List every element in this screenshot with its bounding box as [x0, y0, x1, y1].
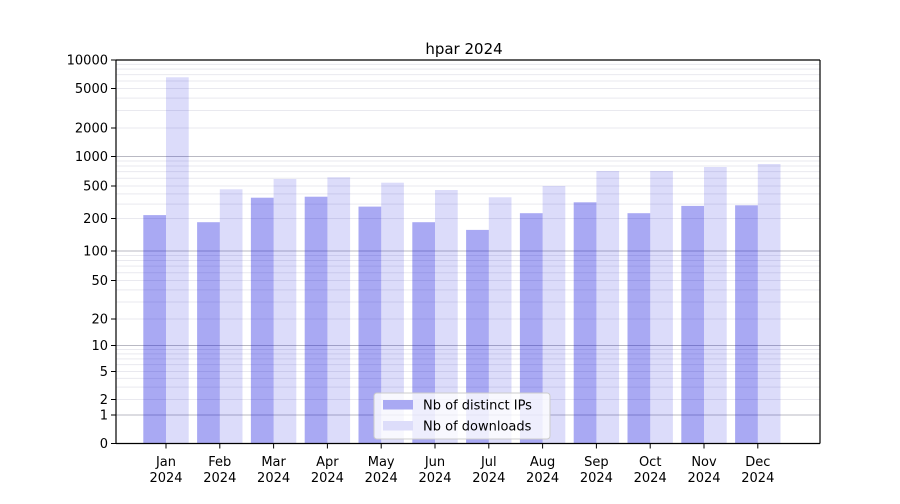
x-tick-label-year: 2024: [418, 471, 451, 486]
bar-downloads-mar: [273, 179, 297, 444]
bar-downloads-jan: [166, 77, 189, 444]
bar-downloads-dec: [757, 164, 781, 444]
x-tick-label-month: Mar: [261, 455, 286, 470]
y-tick-label: 0: [100, 437, 108, 452]
bar-downloads-nov: [704, 167, 727, 444]
bar-downloads-jul: [488, 197, 512, 444]
x-tick-label-year: 2024: [472, 471, 505, 486]
x-tick-label-year: 2024: [311, 471, 344, 486]
y-tick-label: 5: [100, 365, 108, 380]
bar-distinct-ips-nov: [681, 205, 704, 444]
y-tick-label: 10: [91, 339, 108, 354]
x-tick-label-year: 2024: [741, 471, 774, 486]
bar-distinct-ips-dec: [735, 205, 758, 444]
x-tick-label-year: 2024: [526, 471, 559, 486]
bar-downloads-feb: [219, 189, 243, 444]
x-tick-label-month: Aug: [530, 455, 555, 470]
bar-downloads-jun: [435, 190, 458, 444]
x-tick-label-month: Nov: [691, 455, 717, 470]
y-tick-label: 1000: [75, 150, 108, 165]
y-tick-label: 50: [91, 274, 108, 289]
x-tick-label-month: Sep: [584, 455, 609, 470]
legend-swatch-distinct-ips: [383, 400, 413, 410]
y-tick-label: 100: [83, 245, 108, 260]
bar-distinct-ips-sep: [573, 202, 597, 444]
legend-label-distinct-ips: Nb of distinct IPs: [423, 399, 532, 414]
y-tick-label: 5000: [75, 82, 108, 97]
bar-distinct-ips-aug: [519, 213, 543, 444]
bar-downloads-may: [381, 182, 404, 444]
bar-distinct-ips-mar: [250, 197, 274, 444]
y-tick-label: 2000: [75, 122, 108, 137]
bar-downloads-oct: [650, 171, 673, 444]
legend-label-downloads: Nb of downloads: [423, 420, 532, 435]
x-tick-label-month: Dec: [745, 455, 770, 470]
y-tick-label: 20: [91, 313, 108, 328]
chart-title: hpar 2024: [425, 40, 502, 58]
axes: [111, 59, 821, 449]
x-tick-label-year: 2024: [365, 471, 398, 486]
bar-distinct-ips-apr: [304, 196, 328, 444]
y-tick-label: 1: [100, 409, 108, 424]
bars: [143, 77, 781, 444]
bar-downloads-aug: [542, 186, 566, 444]
axis-tick-labels: 012510205010020050010002000500010000Jan2…: [67, 54, 775, 487]
bar-distinct-ips-jan: [143, 215, 166, 444]
x-tick-label-month: Jul: [480, 455, 497, 470]
y-tick-label: 200: [83, 212, 108, 227]
bar-distinct-ips-may: [358, 206, 382, 444]
y-tick-label: 10000: [67, 54, 108, 69]
gridlines: [116, 59, 820, 416]
x-tick-label-year: 2024: [203, 471, 236, 486]
y-tick-label: 2: [100, 393, 108, 408]
x-tick-label-month: Jan: [155, 455, 176, 470]
bar-distinct-ips-jun: [412, 222, 435, 444]
x-tick-label-month: Apr: [316, 455, 339, 470]
x-tick-label-month: Jun: [424, 455, 445, 470]
x-tick-label-year: 2024: [580, 471, 613, 486]
legend: Nb of distinct IPs Nb of downloads: [373, 392, 551, 440]
bar-distinct-ips-oct: [627, 213, 651, 444]
x-tick-label-year: 2024: [687, 471, 720, 486]
x-tick-label-year: 2024: [634, 471, 667, 486]
bar-downloads-apr: [327, 177, 351, 444]
bar-downloads-sep: [596, 171, 620, 444]
x-tick-label-month: Oct: [639, 455, 661, 470]
legend-swatch-downloads: [383, 421, 413, 431]
x-tick-label-year: 2024: [149, 471, 182, 486]
x-tick-label-year: 2024: [257, 471, 290, 486]
bar-distinct-ips-feb: [197, 222, 220, 444]
x-tick-label-month: Feb: [208, 455, 231, 470]
bar-distinct-ips-jul: [466, 229, 489, 444]
y-tick-label: 500: [83, 180, 108, 195]
legend-box: [373, 392, 551, 440]
x-tick-label-month: May: [368, 455, 395, 470]
